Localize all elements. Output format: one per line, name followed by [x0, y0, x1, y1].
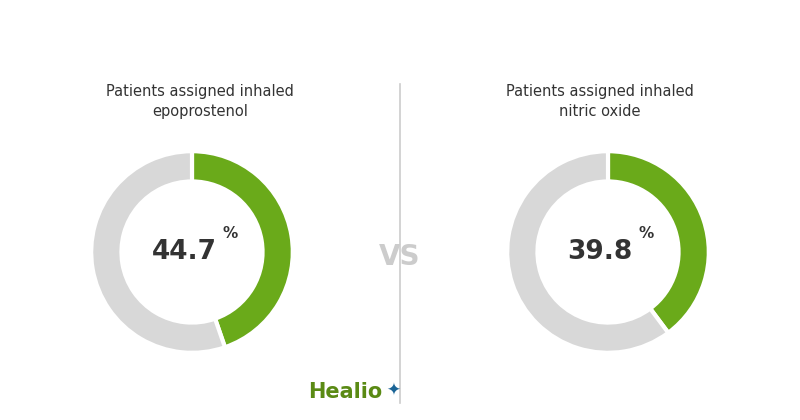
Wedge shape: [91, 151, 225, 353]
Text: Severe primary graft dysfunction after lung transplant occurred in:: Severe primary graft dysfunction after l…: [42, 27, 758, 46]
Text: ✦: ✦: [386, 381, 400, 399]
Wedge shape: [192, 151, 293, 347]
Text: 39.8: 39.8: [567, 239, 633, 265]
Text: 44.7: 44.7: [151, 239, 217, 265]
Wedge shape: [608, 151, 709, 333]
Text: Patients assigned inhaled
nitric oxide: Patients assigned inhaled nitric oxide: [506, 84, 694, 119]
Wedge shape: [507, 151, 668, 353]
Text: %: %: [638, 226, 654, 242]
Text: Healio: Healio: [308, 382, 382, 402]
Text: %: %: [222, 226, 238, 242]
Text: VS: VS: [379, 243, 421, 271]
Text: Patients assigned inhaled
epoprostenol: Patients assigned inhaled epoprostenol: [106, 84, 294, 119]
